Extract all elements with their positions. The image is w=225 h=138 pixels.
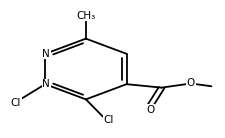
- Text: Cl: Cl: [11, 98, 21, 108]
- Text: O: O: [186, 78, 194, 88]
- Text: O: O: [146, 105, 154, 115]
- Text: CH₃: CH₃: [76, 11, 95, 21]
- Text: N: N: [42, 79, 50, 89]
- Text: Cl: Cl: [103, 115, 113, 125]
- Text: N: N: [42, 49, 50, 59]
